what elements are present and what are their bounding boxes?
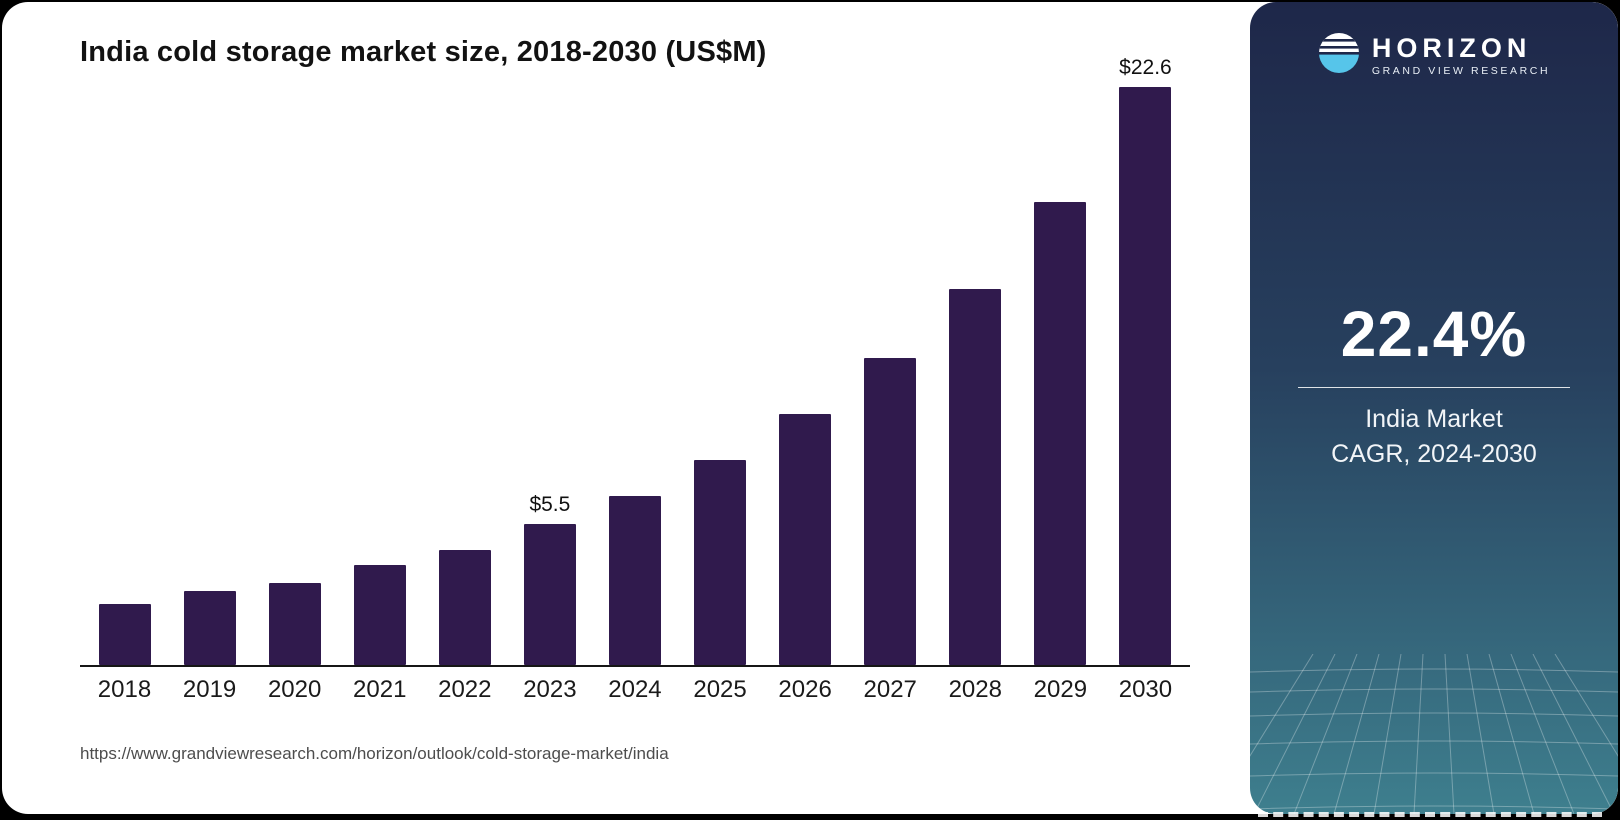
brand-name: HORIZON <box>1371 32 1532 63</box>
x-tick-label: 2021 <box>353 676 407 703</box>
bar-column <box>1018 202 1103 665</box>
bar-column: $22.6 <box>1103 56 1188 665</box>
bar <box>1034 202 1087 665</box>
plot-area: $5.5 $22.6 <box>80 56 1190 667</box>
bar-chart: $5.5 $22.6 2018 2019 2020 2021 2022 2023 2024 20… <box>80 56 1190 704</box>
bar-column <box>848 358 933 665</box>
bar-column <box>422 550 507 665</box>
bar-column <box>82 604 167 665</box>
mesh-graphic <box>1250 654 1618 814</box>
bar <box>268 583 321 665</box>
x-tick-label: 2025 <box>693 676 747 703</box>
bar <box>1119 87 1172 665</box>
bar <box>183 591 236 665</box>
x-tick-label: 2028 <box>948 676 1002 703</box>
bar <box>864 358 917 665</box>
x-tick-label: 2018 <box>97 676 152 703</box>
chart-title: India cold storage market size, 2018-203… <box>80 36 767 68</box>
x-tick-label: 2029 <box>1033 676 1088 703</box>
cagr-label-line2: CAGR, 2024-2030 <box>1331 440 1537 468</box>
x-tick-label: 2023 <box>523 676 577 703</box>
x-tick-label: 2030 <box>1118 676 1173 703</box>
bar <box>98 604 151 665</box>
source-url: https://www.grandviewresearch.com/horizo… <box>80 744 669 763</box>
x-axis-labels: 2018 2019 2020 2021 2022 2023 2024 2025 2026 2027… <box>80 676 1190 704</box>
brand-subtitle: GRAND VIEW RESEARCH <box>1371 65 1551 78</box>
bar-value-label: $5.5 <box>529 493 571 516</box>
x-tick-label: 2020 <box>267 676 322 703</box>
bar <box>694 460 747 665</box>
bar <box>353 565 406 665</box>
cagr-stat-block: 22.4% India Market CAGR, 2024-2030 <box>1250 297 1618 472</box>
stat-divider <box>1298 387 1570 388</box>
bar-value-label: $22.6 <box>1119 56 1172 79</box>
x-tick-label: 2022 <box>438 676 492 703</box>
sidebar: HORIZON GRAND VIEW RESEARCH 22.4% India … <box>1250 2 1618 814</box>
bar-column: $5.5 <box>507 493 592 665</box>
brand-text: HORIZON GRAND VIEW RESEARCH <box>1371 32 1551 78</box>
x-tick-label: 2024 <box>608 676 662 703</box>
bar-column <box>763 414 848 665</box>
brand-logo: HORIZON GRAND VIEW RESEARCH <box>1250 32 1618 79</box>
x-tick-label: 2027 <box>863 676 917 703</box>
bar-column <box>592 496 677 665</box>
cagr-label-line1: India Market <box>1365 405 1503 433</box>
x-tick-label: 2026 <box>778 676 832 703</box>
bar-column <box>167 591 252 665</box>
chart-area: India cold storage market size, 2018-203… <box>2 2 1254 814</box>
bottom-tick-marks <box>1258 812 1602 817</box>
bar-column <box>252 583 337 665</box>
bar-column <box>678 460 763 665</box>
bar <box>523 524 576 665</box>
bar <box>779 414 832 665</box>
bar-column <box>933 289 1018 665</box>
horizon-logo-icon <box>1318 32 1360 79</box>
bar <box>949 289 1002 665</box>
bar <box>608 496 661 665</box>
cagr-value: 22.4% <box>1340 298 1528 370</box>
bar-column <box>337 565 422 665</box>
x-tick-label: 2019 <box>182 676 237 703</box>
bar <box>438 550 491 665</box>
